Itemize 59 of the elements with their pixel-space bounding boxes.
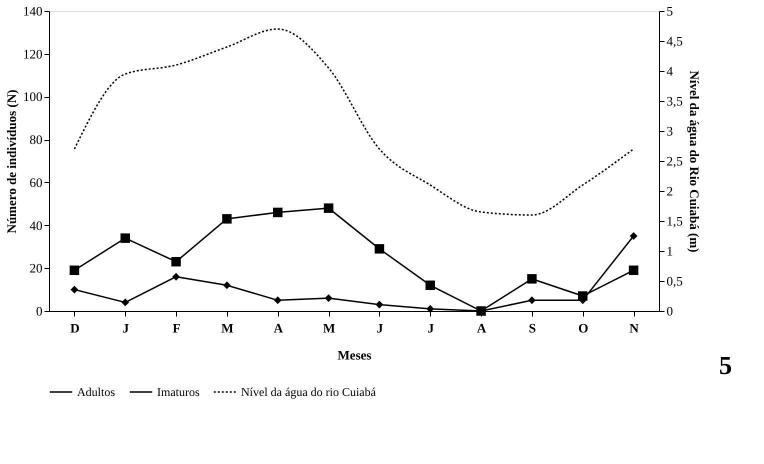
y-axis-title: Número de indivíduos (N) <box>4 90 19 234</box>
legend-label: Nível da água do rio Cuiabá <box>241 385 377 399</box>
point <box>630 232 638 240</box>
x-axis-title: Meses <box>338 348 372 362</box>
y-tick-label: 60 <box>30 174 42 190</box>
x-tick-label: S <box>528 320 536 336</box>
point <box>171 256 181 266</box>
point <box>324 203 334 213</box>
y2-tick-label: 2,5 <box>666 154 683 168</box>
y-tick-label: 40 <box>30 218 42 233</box>
legend-label: Imaturos <box>157 385 200 399</box>
point <box>222 214 232 224</box>
y2-axis-title: Nível da água do Rio Cuiabá (m) <box>686 70 702 253</box>
y-tick-label: 0 <box>36 304 42 318</box>
y-tick-label: 140 <box>23 4 42 18</box>
point <box>528 296 536 304</box>
y2-tick-label: 5 <box>666 4 673 18</box>
point <box>121 298 130 306</box>
y2-tick-label: 1 <box>666 244 673 258</box>
x-tick-label: O <box>578 320 588 336</box>
y2-tick-label: 0 <box>666 304 673 318</box>
y-tick-label: 100 <box>23 89 42 104</box>
x-tick-label: J <box>122 320 130 336</box>
text: 5 <box>719 351 732 380</box>
y2-tick-label: 2 <box>666 184 673 198</box>
point <box>324 294 332 302</box>
point <box>274 296 282 304</box>
y2-tick-label: 3 <box>666 124 673 138</box>
y2-tick-label: 0,5 <box>666 274 683 288</box>
x-tick-label: N <box>629 320 640 336</box>
point <box>223 281 231 290</box>
point <box>70 266 80 276</box>
y-tick-label: 20 <box>30 260 42 276</box>
y2-tick-label: 3,5 <box>666 94 683 108</box>
x-tick-label: M <box>221 320 234 336</box>
x-tick-label: J <box>376 320 384 336</box>
y-tick-label: 120 <box>23 46 42 62</box>
point <box>426 280 435 290</box>
x-tick-label: M <box>322 320 336 336</box>
point <box>376 300 384 308</box>
point <box>273 208 282 218</box>
x-tick-label: J <box>428 320 434 336</box>
x-tick-label: A <box>274 320 284 336</box>
point <box>120 233 130 243</box>
x-tick-label: D <box>70 320 80 336</box>
y2-tick-label: 1,5 <box>666 214 683 228</box>
y2-tick-label: 4 <box>666 64 674 78</box>
point <box>374 244 384 254</box>
point <box>628 266 638 276</box>
point <box>172 272 180 281</box>
y2-tick-label: 4,5 <box>666 34 683 48</box>
y-tick-label: 80 <box>30 132 42 148</box>
x-tick-label: F <box>172 320 181 336</box>
legend-label: Adultos <box>77 385 116 399</box>
point <box>527 274 537 284</box>
point <box>70 286 78 294</box>
point <box>426 304 434 313</box>
line-series <box>74 28 634 216</box>
x-tick-label: A <box>476 320 487 336</box>
